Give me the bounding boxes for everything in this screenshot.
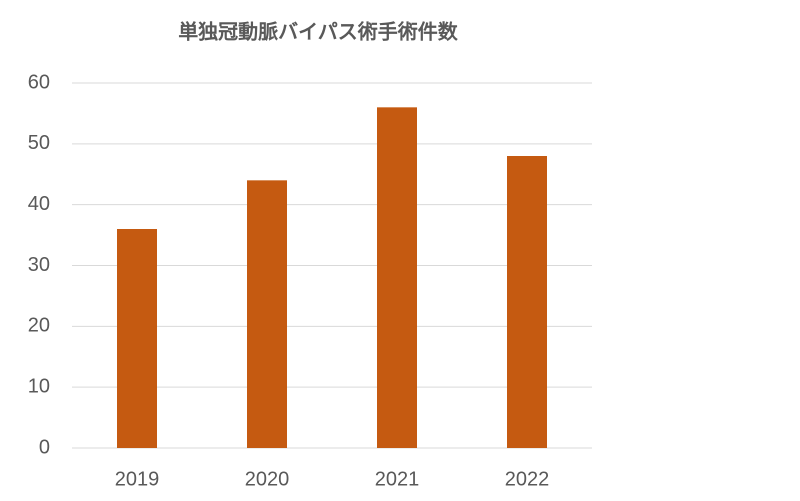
bar — [117, 229, 157, 448]
bar — [507, 156, 547, 448]
x-tick-label: 2022 — [505, 468, 550, 490]
bar — [377, 107, 417, 448]
x-tick-label: 2019 — [115, 468, 160, 490]
y-tick-label: 60 — [28, 71, 50, 93]
y-tick-label: 20 — [28, 315, 50, 337]
x-tick-label: 2020 — [245, 468, 290, 490]
x-tick-label: 2021 — [375, 468, 420, 490]
y-tick-label: 10 — [28, 375, 50, 397]
y-tick-label: 0 — [39, 436, 50, 458]
y-tick-label: 40 — [28, 193, 50, 215]
y-tick-label: 50 — [28, 132, 50, 154]
bar — [247, 180, 287, 449]
chart-title: 単独冠動脈バイパス術手術件数 — [178, 19, 459, 43]
y-tick-label: 30 — [28, 254, 50, 276]
